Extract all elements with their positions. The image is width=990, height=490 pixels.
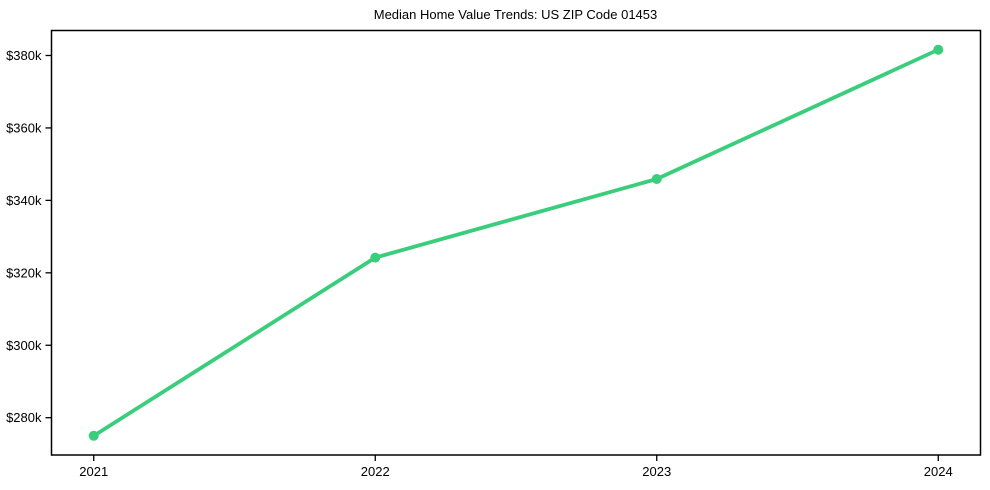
data-point xyxy=(370,252,381,263)
chart-title: Median Home Value Trends: US ZIP Code 01… xyxy=(373,7,658,22)
y-tick-label: $300k xyxy=(6,338,42,353)
data-line xyxy=(91,47,941,438)
y-tick-label: $360k xyxy=(6,120,42,135)
x-tick-label: 2023 xyxy=(642,464,671,479)
y-tick-label: $320k xyxy=(6,265,42,280)
data-point xyxy=(933,44,944,55)
y-tick-label: $280k xyxy=(6,410,42,425)
data-point xyxy=(88,430,99,441)
data-point xyxy=(651,174,662,185)
y-tick-label: $380k xyxy=(6,48,42,63)
plot-border xyxy=(50,29,982,456)
y-tick-label: $340k xyxy=(6,193,42,208)
x-tick-label: 2022 xyxy=(361,464,390,479)
x-tick-label: 2024 xyxy=(924,464,953,479)
x-tick-label: 2021 xyxy=(79,464,108,479)
